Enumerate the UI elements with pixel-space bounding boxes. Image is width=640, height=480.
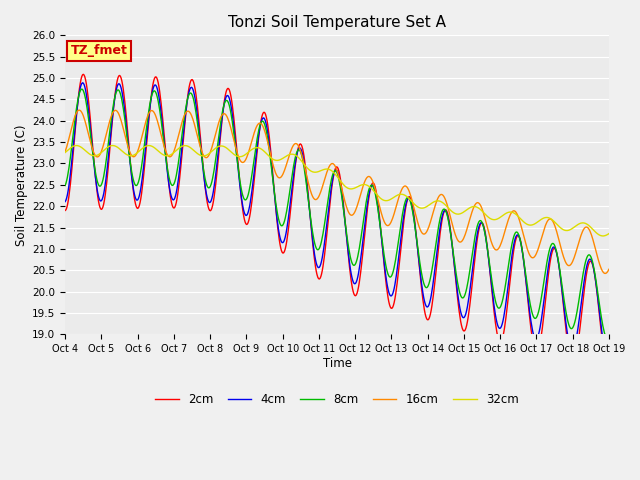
8cm (404, 194, 412, 200)
X-axis label: Time: Time (323, 357, 351, 370)
32cm (61, 150, 69, 156)
32cm (128, 153, 136, 158)
4cm (71, 125, 79, 131)
Line: 8cm: 8cm (65, 89, 609, 339)
Line: 32cm: 32cm (65, 145, 609, 236)
Text: TZ_fmet: TZ_fmet (70, 44, 127, 57)
4cm (61, 199, 69, 204)
Line: 2cm: 2cm (65, 74, 609, 375)
32cm (420, 205, 428, 211)
32cm (605, 231, 612, 237)
8cm (128, 169, 136, 175)
8cm (61, 182, 69, 188)
32cm (404, 194, 412, 200)
32cm (599, 233, 607, 239)
4cm (128, 174, 136, 180)
32cm (71, 143, 79, 148)
Title: Tonzi Soil Temperature Set A: Tonzi Soil Temperature Set A (228, 15, 446, 30)
16cm (61, 149, 69, 155)
2cm (404, 196, 412, 202)
8cm (78, 86, 86, 92)
16cm (404, 185, 412, 191)
2cm (128, 173, 136, 179)
8cm (183, 99, 191, 105)
16cm (128, 153, 136, 158)
2cm (61, 207, 69, 213)
2cm (79, 72, 87, 77)
16cm (71, 113, 79, 119)
16cm (420, 231, 428, 237)
2cm (605, 372, 612, 378)
2cm (183, 100, 191, 106)
Line: 16cm: 16cm (65, 110, 609, 274)
16cm (76, 108, 83, 113)
16cm (601, 271, 609, 276)
8cm (71, 117, 79, 122)
8cm (604, 336, 611, 342)
8cm (420, 280, 428, 286)
8cm (212, 157, 220, 163)
Line: 4cm: 4cm (65, 83, 609, 360)
16cm (605, 266, 612, 272)
4cm (183, 101, 191, 107)
Legend: 2cm, 4cm, 8cm, 16cm, 32cm: 2cm, 4cm, 8cm, 16cm, 32cm (150, 388, 524, 410)
32cm (212, 145, 220, 151)
16cm (183, 108, 191, 114)
4cm (79, 80, 86, 85)
Y-axis label: Soil Temperature (C): Soil Temperature (C) (15, 124, 28, 246)
4cm (605, 358, 612, 363)
2cm (212, 182, 220, 188)
32cm (183, 143, 191, 149)
2cm (71, 130, 79, 136)
32cm (73, 143, 81, 148)
4cm (420, 294, 428, 300)
4cm (404, 196, 412, 202)
8cm (605, 335, 612, 341)
2cm (420, 302, 428, 308)
16cm (212, 131, 220, 136)
4cm (212, 172, 220, 178)
